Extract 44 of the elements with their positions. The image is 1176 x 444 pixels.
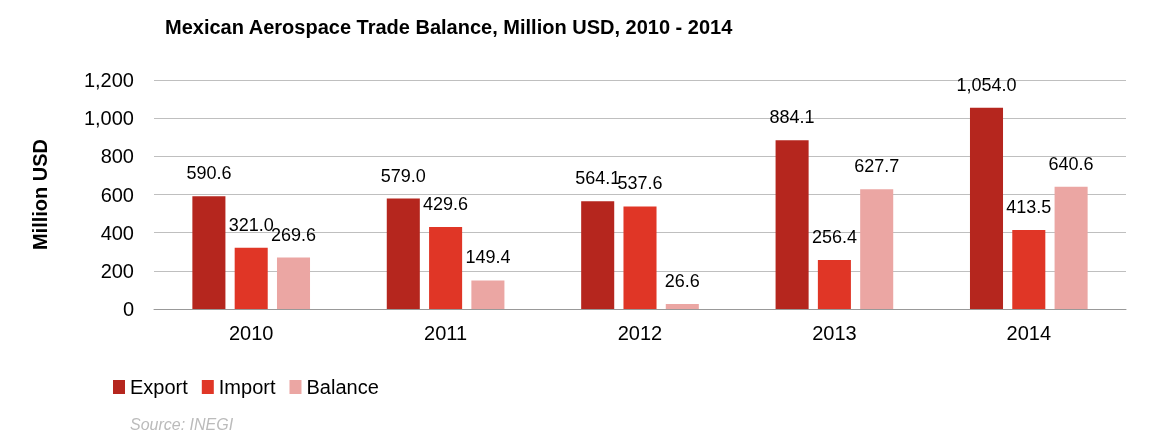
x-tick-label: 2014 — [1006, 322, 1052, 344]
data-label: 627.7 — [854, 156, 900, 177]
y-tick-label: 1,000 — [83, 107, 134, 130]
data-label: 884.1 — [769, 107, 815, 128]
bar — [234, 247, 268, 309]
data-label: 429.6 — [423, 194, 469, 215]
data-label: 26.6 — [664, 270, 700, 291]
bar — [429, 227, 463, 309]
x-tick-label: 2010 — [228, 322, 274, 344]
bar — [665, 303, 699, 309]
bar — [817, 260, 851, 309]
bar — [471, 280, 505, 309]
y-tick-label: 0 — [122, 298, 134, 320]
x-tick-label: 2013 — [812, 322, 857, 344]
data-label: 149.4 — [465, 247, 511, 268]
y-tick-label: 800 — [100, 145, 134, 168]
chart-title: Mexican Aerospace Trade Balance, Million USD, 2010 - 2014 — [165, 16, 734, 38]
y-tick-label: 200 — [100, 259, 134, 282]
legend-label: Import — [218, 376, 276, 398]
bar — [276, 257, 311, 309]
y-axis-title: Million USD — [29, 138, 51, 251]
data-label: 590.6 — [186, 163, 232, 184]
source-note: Source: INEGI — [130, 415, 234, 433]
data-label: 256.4 — [811, 227, 857, 248]
x-tick-label: 2012 — [617, 322, 663, 344]
bar — [623, 206, 657, 309]
bar — [1054, 186, 1088, 309]
bar — [581, 201, 615, 309]
legend-label: Balance — [306, 376, 379, 398]
data-label: 413.5 — [1006, 197, 1052, 218]
bar — [860, 189, 894, 309]
bar — [1012, 230, 1046, 309]
y-tick-label: 400 — [100, 221, 134, 244]
data-label: 640.6 — [1048, 153, 1094, 174]
bar — [192, 196, 226, 309]
data-label: 579.0 — [380, 165, 426, 186]
legend-label: Export — [130, 376, 189, 398]
bar — [386, 198, 420, 309]
y-tick-label: 600 — [100, 183, 134, 206]
y-tick-label: 1,200 — [83, 69, 134, 91]
bar — [969, 107, 1004, 309]
x-tick-label: 2011 — [424, 322, 468, 344]
bar — [775, 140, 809, 309]
data-label: 1,054.0 — [956, 74, 1017, 95]
